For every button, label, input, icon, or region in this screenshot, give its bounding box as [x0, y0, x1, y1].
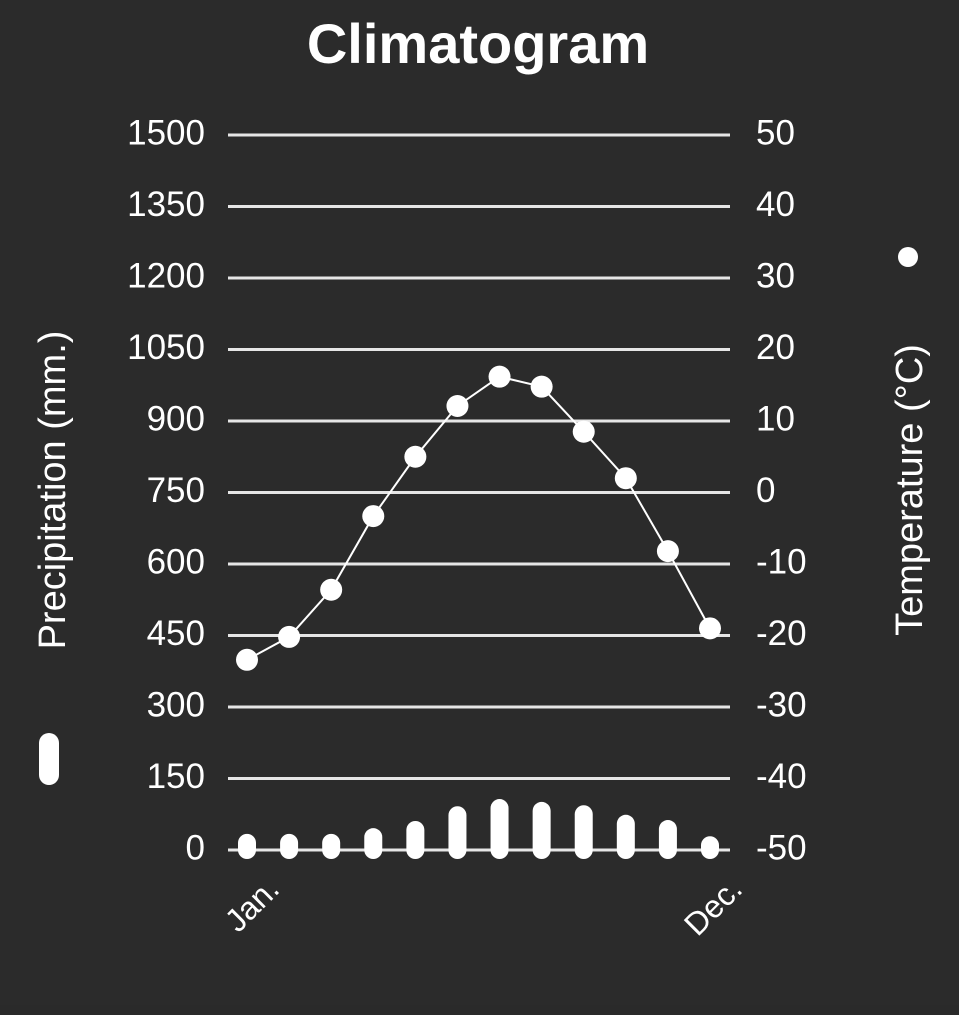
y-tick-label: 900 [147, 399, 205, 438]
y-tick-label: 1050 [127, 328, 205, 367]
point [320, 578, 343, 601]
y2-axis-label: Temperature (°C) [889, 344, 931, 636]
y-tick-label: 300 [147, 685, 205, 724]
point [572, 420, 595, 443]
y-tick-label: 0 [186, 828, 205, 867]
y-tick-label: 1500 [127, 113, 205, 152]
y2-tick-label: 20 [756, 328, 795, 367]
y2-tick-label: -40 [756, 757, 807, 796]
y2-tick-label: 40 [756, 185, 795, 224]
y-tick-label: 450 [147, 614, 205, 653]
y-tick-label: 600 [147, 542, 205, 581]
point [614, 467, 637, 490]
y2-tick-label: 10 [756, 399, 795, 438]
point [362, 505, 385, 528]
point [446, 394, 469, 417]
point [404, 445, 427, 468]
point [278, 625, 301, 648]
y2-tick-label: -10 [756, 542, 807, 581]
y2-tick-label: 0 [756, 471, 775, 510]
y-tick-label: 1200 [127, 256, 205, 295]
y2-tick-label: -20 [756, 614, 807, 653]
y2-tick-label: 30 [756, 256, 795, 295]
legend-marker [898, 247, 918, 267]
y2-tick-label: -30 [756, 685, 807, 724]
point [656, 540, 679, 563]
point [488, 365, 511, 388]
point [530, 375, 553, 398]
y-tick-label: 1350 [127, 185, 205, 224]
chart-title: Climatogram [307, 12, 649, 75]
y2-tick-label: -50 [756, 828, 807, 867]
point [699, 617, 721, 640]
y-tick-label: 750 [147, 471, 205, 510]
y-tick-label: 150 [147, 757, 205, 796]
y-axis-label: Precipitation (mm.) [32, 331, 74, 650]
point [236, 648, 258, 671]
y2-tick-label: 50 [756, 113, 795, 152]
legend-marker [39, 733, 59, 785]
